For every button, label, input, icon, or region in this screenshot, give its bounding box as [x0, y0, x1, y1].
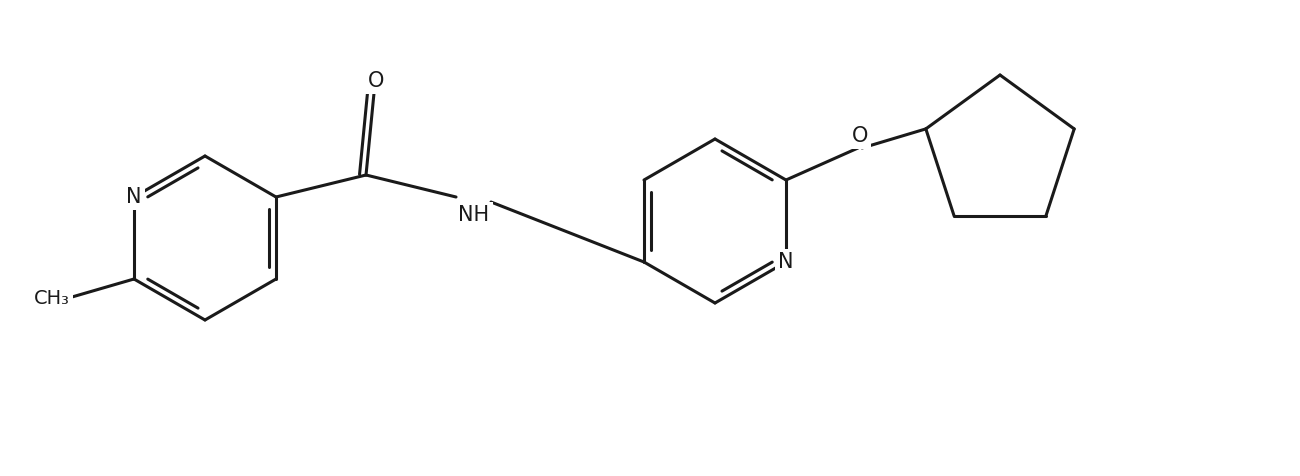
Text: O: O [368, 71, 385, 91]
Text: NH: NH [459, 205, 490, 225]
Text: O: O [852, 126, 868, 146]
Text: N: N [779, 252, 794, 272]
Text: CH₃: CH₃ [34, 288, 70, 307]
Text: N: N [126, 187, 142, 207]
